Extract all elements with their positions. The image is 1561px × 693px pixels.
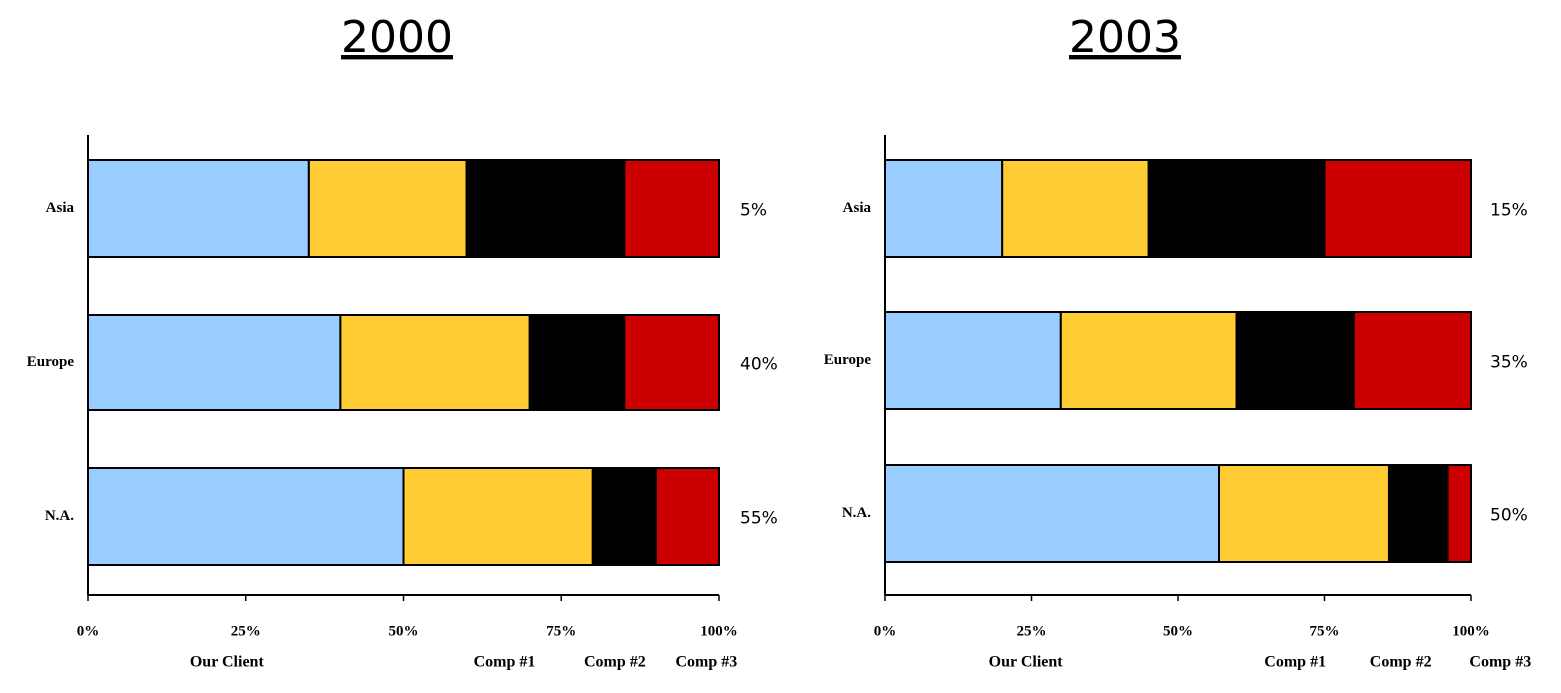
bar-segment — [884, 464, 1221, 563]
bar-segment — [884, 311, 1062, 410]
x-tick-label: 25% — [1017, 623, 1047, 639]
chart-title: 2003 — [1069, 12, 1181, 63]
bar-segment — [1147, 159, 1326, 258]
region-share-label: 15% — [1490, 201, 1528, 221]
category-label: N.A. — [842, 505, 871, 521]
bar-segment — [1235, 311, 1355, 410]
legend-label: Comp #3 — [675, 654, 737, 671]
bar-segment — [307, 159, 468, 258]
legend-label: Comp #1 — [1264, 654, 1326, 671]
chart-title: 2000 — [341, 12, 453, 63]
bar-segment — [1001, 159, 1150, 258]
bar-segment — [87, 467, 405, 566]
category-label: Europe — [824, 352, 872, 368]
x-tick-label: 75% — [1310, 623, 1340, 639]
region-share-label: 5% — [740, 201, 767, 221]
bar-segment — [87, 314, 342, 411]
bar-segment — [402, 467, 594, 566]
bar-segment — [623, 159, 720, 258]
legend-label: Comp #2 — [584, 654, 646, 671]
bar-segment — [465, 159, 626, 258]
x-tick-label: 0% — [77, 623, 100, 639]
region-share-label: 50% — [1490, 506, 1528, 526]
bar-segment — [1446, 464, 1473, 563]
legend-label: Comp #1 — [474, 654, 536, 671]
legend-label: Comp #2 — [1370, 654, 1432, 671]
bar-segment — [528, 314, 626, 411]
category-label: Asia — [843, 200, 872, 216]
category-label: N.A. — [45, 508, 74, 524]
region-share-label: 35% — [1490, 353, 1528, 373]
region-share-label: 40% — [740, 355, 778, 375]
x-tick-label: 100% — [1452, 623, 1490, 639]
x-tick-label: 25% — [231, 623, 261, 639]
bar-segment — [87, 159, 310, 258]
x-tick-label: 75% — [546, 623, 576, 639]
x-tick-label: 50% — [1163, 623, 1193, 639]
x-tick-label: 50% — [389, 623, 419, 639]
category-label: Europe — [27, 354, 75, 370]
bar-segment — [1387, 464, 1449, 563]
bar-segment — [339, 314, 531, 411]
bar-segment — [884, 159, 1004, 258]
bar-segment — [1218, 464, 1390, 563]
legend-label: Our Client — [190, 654, 265, 671]
bar-segment — [654, 467, 721, 566]
x-tick-label: 100% — [700, 623, 738, 639]
bar-segment — [591, 467, 657, 566]
bar-segment — [623, 314, 720, 411]
bar-segment — [1059, 311, 1238, 410]
bar-segment — [1352, 311, 1473, 410]
x-tick-label: 0% — [874, 623, 897, 639]
region-share-label: 55% — [740, 509, 778, 529]
legend-label: Our Client — [989, 654, 1064, 671]
legend-label: Comp #3 — [1469, 654, 1531, 671]
category-label: Asia — [46, 200, 75, 216]
bar-segment — [1323, 159, 1472, 258]
